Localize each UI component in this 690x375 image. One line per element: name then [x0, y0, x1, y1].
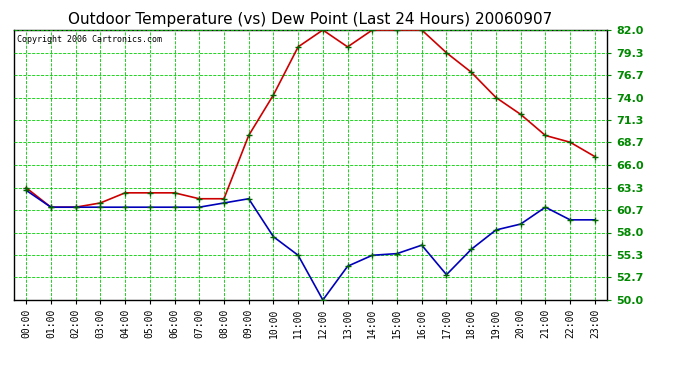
Title: Outdoor Temperature (vs) Dew Point (Last 24 Hours) 20060907: Outdoor Temperature (vs) Dew Point (Last…	[68, 12, 553, 27]
Text: Copyright 2006 Cartronics.com: Copyright 2006 Cartronics.com	[17, 35, 161, 44]
